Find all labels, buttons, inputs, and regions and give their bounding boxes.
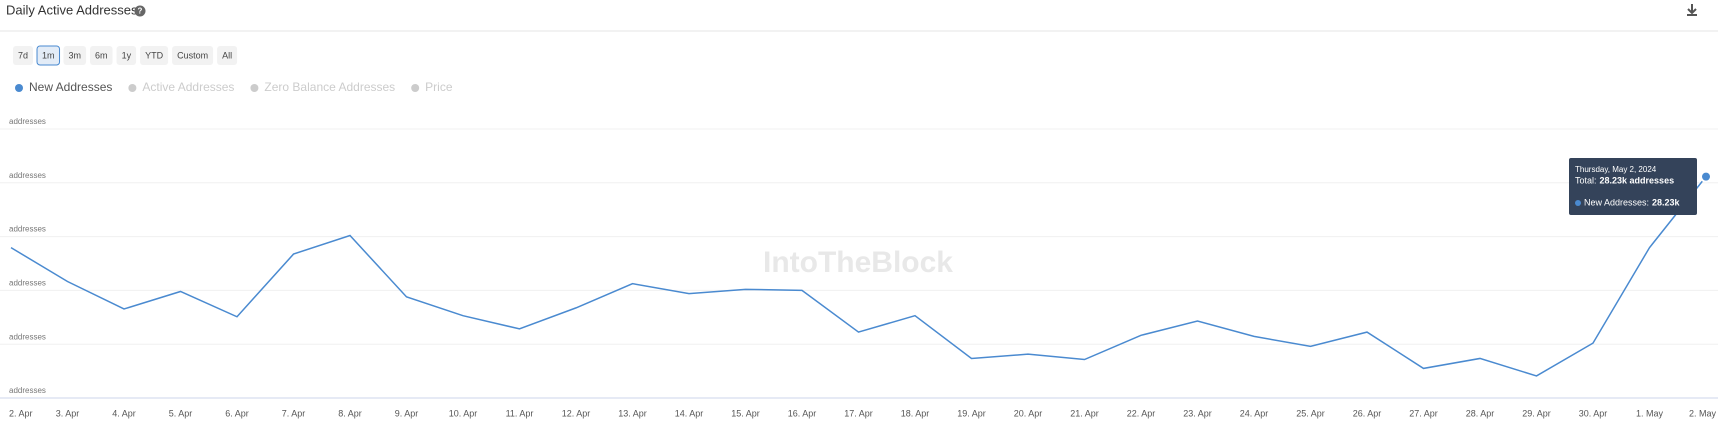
- x-tick-label: 20. Apr: [1014, 408, 1043, 418]
- x-tick-label: 30. Apr: [1579, 408, 1608, 418]
- legend-label[interactable]: Active Addresses: [142, 80, 234, 94]
- legend-item[interactable]: New Addresses: [15, 80, 112, 94]
- help-icon[interactable]: ?: [134, 5, 146, 17]
- x-tick-label: 9. Apr: [395, 408, 419, 418]
- x-tick-label: 18. Apr: [901, 408, 930, 418]
- y-tick-label: addresses: [9, 332, 46, 341]
- range-button[interactable]: 1m: [36, 45, 61, 66]
- x-tick-label: 24. Apr: [1240, 408, 1269, 418]
- download-icon[interactable]: [1687, 4, 1697, 16]
- x-tick-label: 26. Apr: [1353, 408, 1382, 418]
- legend-item[interactable]: Zero Balance Addresses: [250, 80, 395, 94]
- x-tick-label: 2. Apr: [9, 408, 33, 418]
- y-tick-label: addresses: [9, 225, 46, 234]
- legend-item[interactable]: Active Addresses: [128, 80, 234, 94]
- range-button-box[interactable]: [140, 46, 169, 65]
- tooltip-box: [1569, 158, 1697, 215]
- tooltip-date: Thursday, May 2, 2024: [1575, 165, 1657, 174]
- x-tick-label: 8. Apr: [338, 408, 362, 418]
- range-button-label[interactable]: 1m: [42, 50, 55, 60]
- series-line: [10, 176, 1707, 377]
- x-tick-label: 2. May: [1689, 408, 1717, 418]
- x-tick-label: 19. Apr: [957, 408, 986, 418]
- legend-item[interactable]: Price: [411, 80, 453, 94]
- range-button-label[interactable]: 3m: [69, 50, 82, 60]
- range-button[interactable]: 6m: [90, 46, 113, 65]
- x-tick-label: 14. Apr: [675, 408, 704, 418]
- legend-marker[interactable]: [128, 84, 137, 92]
- range-button-box[interactable]: [90, 46, 113, 65]
- range-button[interactable]: 3m: [63, 46, 87, 65]
- x-tick-label: 6. Apr: [225, 408, 249, 418]
- x-tick-label: 1. May: [1636, 408, 1664, 418]
- tooltip-total-label: Total:: [1575, 175, 1597, 185]
- range-button[interactable]: Custom: [172, 46, 214, 65]
- x-tick-label: 29. Apr: [1522, 408, 1551, 418]
- range-button-label[interactable]: 1y: [122, 50, 132, 60]
- range-button[interactable]: 1y: [116, 46, 137, 65]
- legend-label[interactable]: New Addresses: [29, 80, 112, 94]
- x-tick-label: 23. Apr: [1183, 408, 1212, 418]
- range-button-label[interactable]: 7d: [18, 50, 28, 60]
- x-tick-label: 25. Apr: [1296, 408, 1325, 418]
- tooltip-total: 28.23k addresses: [1600, 175, 1675, 185]
- svg-text:?: ?: [138, 7, 143, 16]
- x-tick-label: 16. Apr: [788, 408, 817, 418]
- tooltip-marker: [1575, 200, 1581, 206]
- range-button[interactable]: 7d: [13, 46, 34, 65]
- legend-marker[interactable]: [250, 84, 259, 92]
- x-tick-label: 10. Apr: [449, 408, 478, 418]
- tooltip-value: 28.23k: [1652, 197, 1681, 207]
- range-button-label[interactable]: All: [222, 50, 232, 60]
- range-button-label[interactable]: Custom: [177, 50, 208, 60]
- legend-label[interactable]: Price: [425, 80, 453, 94]
- x-tick-label: 28. Apr: [1466, 408, 1495, 418]
- legend-marker[interactable]: [411, 84, 420, 92]
- range-button-box[interactable]: [172, 46, 214, 65]
- x-tick-label: 13. Apr: [618, 408, 647, 418]
- x-tick-label: 15. Apr: [731, 408, 760, 418]
- x-tick-label: 22. Apr: [1127, 408, 1156, 418]
- x-tick-label: 17. Apr: [844, 408, 873, 418]
- x-tick-label: 11. Apr: [506, 408, 534, 418]
- y-tick-label: addresses: [9, 279, 46, 288]
- x-tick-label: 5. Apr: [169, 408, 193, 418]
- range-button[interactable]: All: [217, 46, 238, 65]
- y-tick-label: addresses: [9, 117, 46, 126]
- legend-label[interactable]: Zero Balance Addresses: [264, 80, 395, 94]
- range-button-box[interactable]: [36, 45, 61, 66]
- range-button[interactable]: YTD: [140, 46, 169, 65]
- range-button-box[interactable]: [13, 46, 34, 65]
- x-tick-label: 12. Apr: [562, 408, 591, 418]
- x-tick-label: 4. Apr: [112, 408, 136, 418]
- x-tick-label: 27. Apr: [1409, 408, 1438, 418]
- y-tick-label: addresses: [9, 171, 46, 180]
- range-button-box[interactable]: [63, 46, 87, 65]
- range-button-box[interactable]: [217, 46, 238, 65]
- x-tick-label: 3. Apr: [56, 408, 80, 418]
- watermark: IntoTheBlock: [763, 246, 953, 279]
- range-button-label[interactable]: YTD: [145, 50, 164, 60]
- range-button-box[interactable]: [116, 46, 137, 65]
- y-tick-label: addresses: [9, 386, 46, 395]
- legend-marker[interactable]: [15, 84, 23, 92]
- tooltip-series-label: New Addresses:: [1584, 197, 1649, 207]
- x-tick-label: 7. Apr: [282, 408, 306, 418]
- hover-point: [1700, 170, 1712, 183]
- chart-title: Daily Active Addresses: [6, 2, 138, 17]
- x-tick-label: 21. Apr: [1070, 408, 1099, 418]
- range-button-label[interactable]: 6m: [95, 50, 108, 60]
